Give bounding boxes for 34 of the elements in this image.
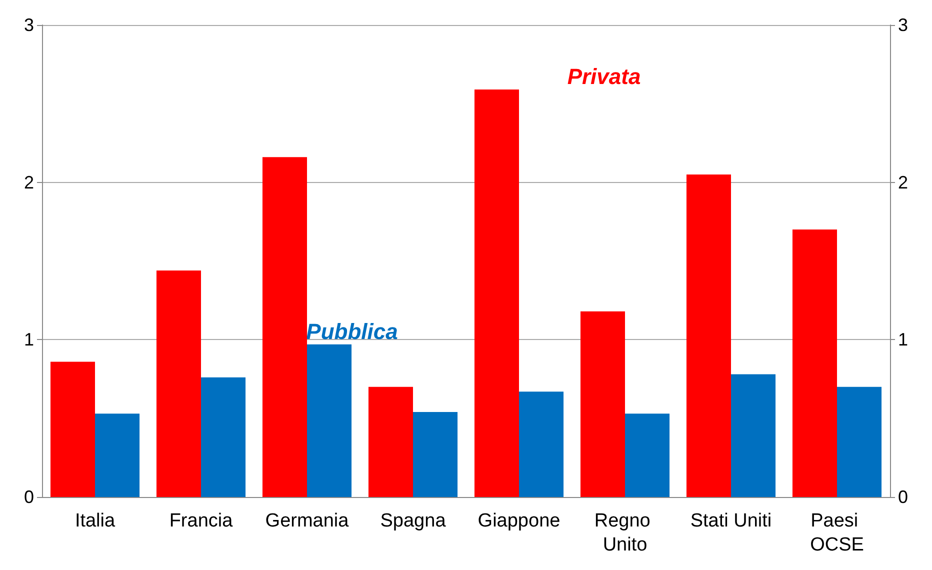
bar: [519, 392, 564, 497]
bar: [368, 386, 413, 497]
y2-tick-label: 1: [898, 330, 908, 350]
text: Privata: [567, 64, 641, 90]
bar: [307, 344, 352, 497]
bar: [262, 157, 307, 497]
x-tick-label: Germania: [265, 510, 350, 532]
x-tick-label: Giappone: [478, 510, 560, 532]
y-tick-label: 2: [24, 172, 34, 192]
bar: [474, 90, 519, 497]
x-tick-label: Paesi OCSE: [810, 510, 864, 556]
bar: [50, 362, 95, 497]
y2-tick-label: 2: [898, 172, 908, 192]
y-tick-label: 1: [24, 330, 34, 350]
bar: [95, 414, 140, 497]
x-tick-label: Spagna: [380, 510, 446, 532]
bar: [413, 412, 458, 497]
x-tick-label: Italia: [74, 510, 116, 532]
bar: [625, 414, 670, 497]
y-tick-label: 3: [24, 15, 34, 35]
bar: [580, 311, 625, 497]
x-tick-label: Regno Unito: [594, 510, 656, 556]
bar: [792, 230, 837, 497]
bar: [837, 386, 882, 497]
bar: [156, 270, 201, 497]
x-tick-label: Stati Uniti: [690, 510, 772, 532]
x-tick-label: Francia: [169, 510, 234, 532]
y2-tick-label: 3: [898, 15, 908, 35]
series-label: Pubblica: [306, 318, 398, 344]
y2-tick-label: 0: [898, 487, 908, 507]
bar: [731, 374, 776, 497]
bar: [201, 377, 246, 497]
y-tick-label: 0: [24, 487, 34, 507]
bar: [686, 174, 731, 497]
